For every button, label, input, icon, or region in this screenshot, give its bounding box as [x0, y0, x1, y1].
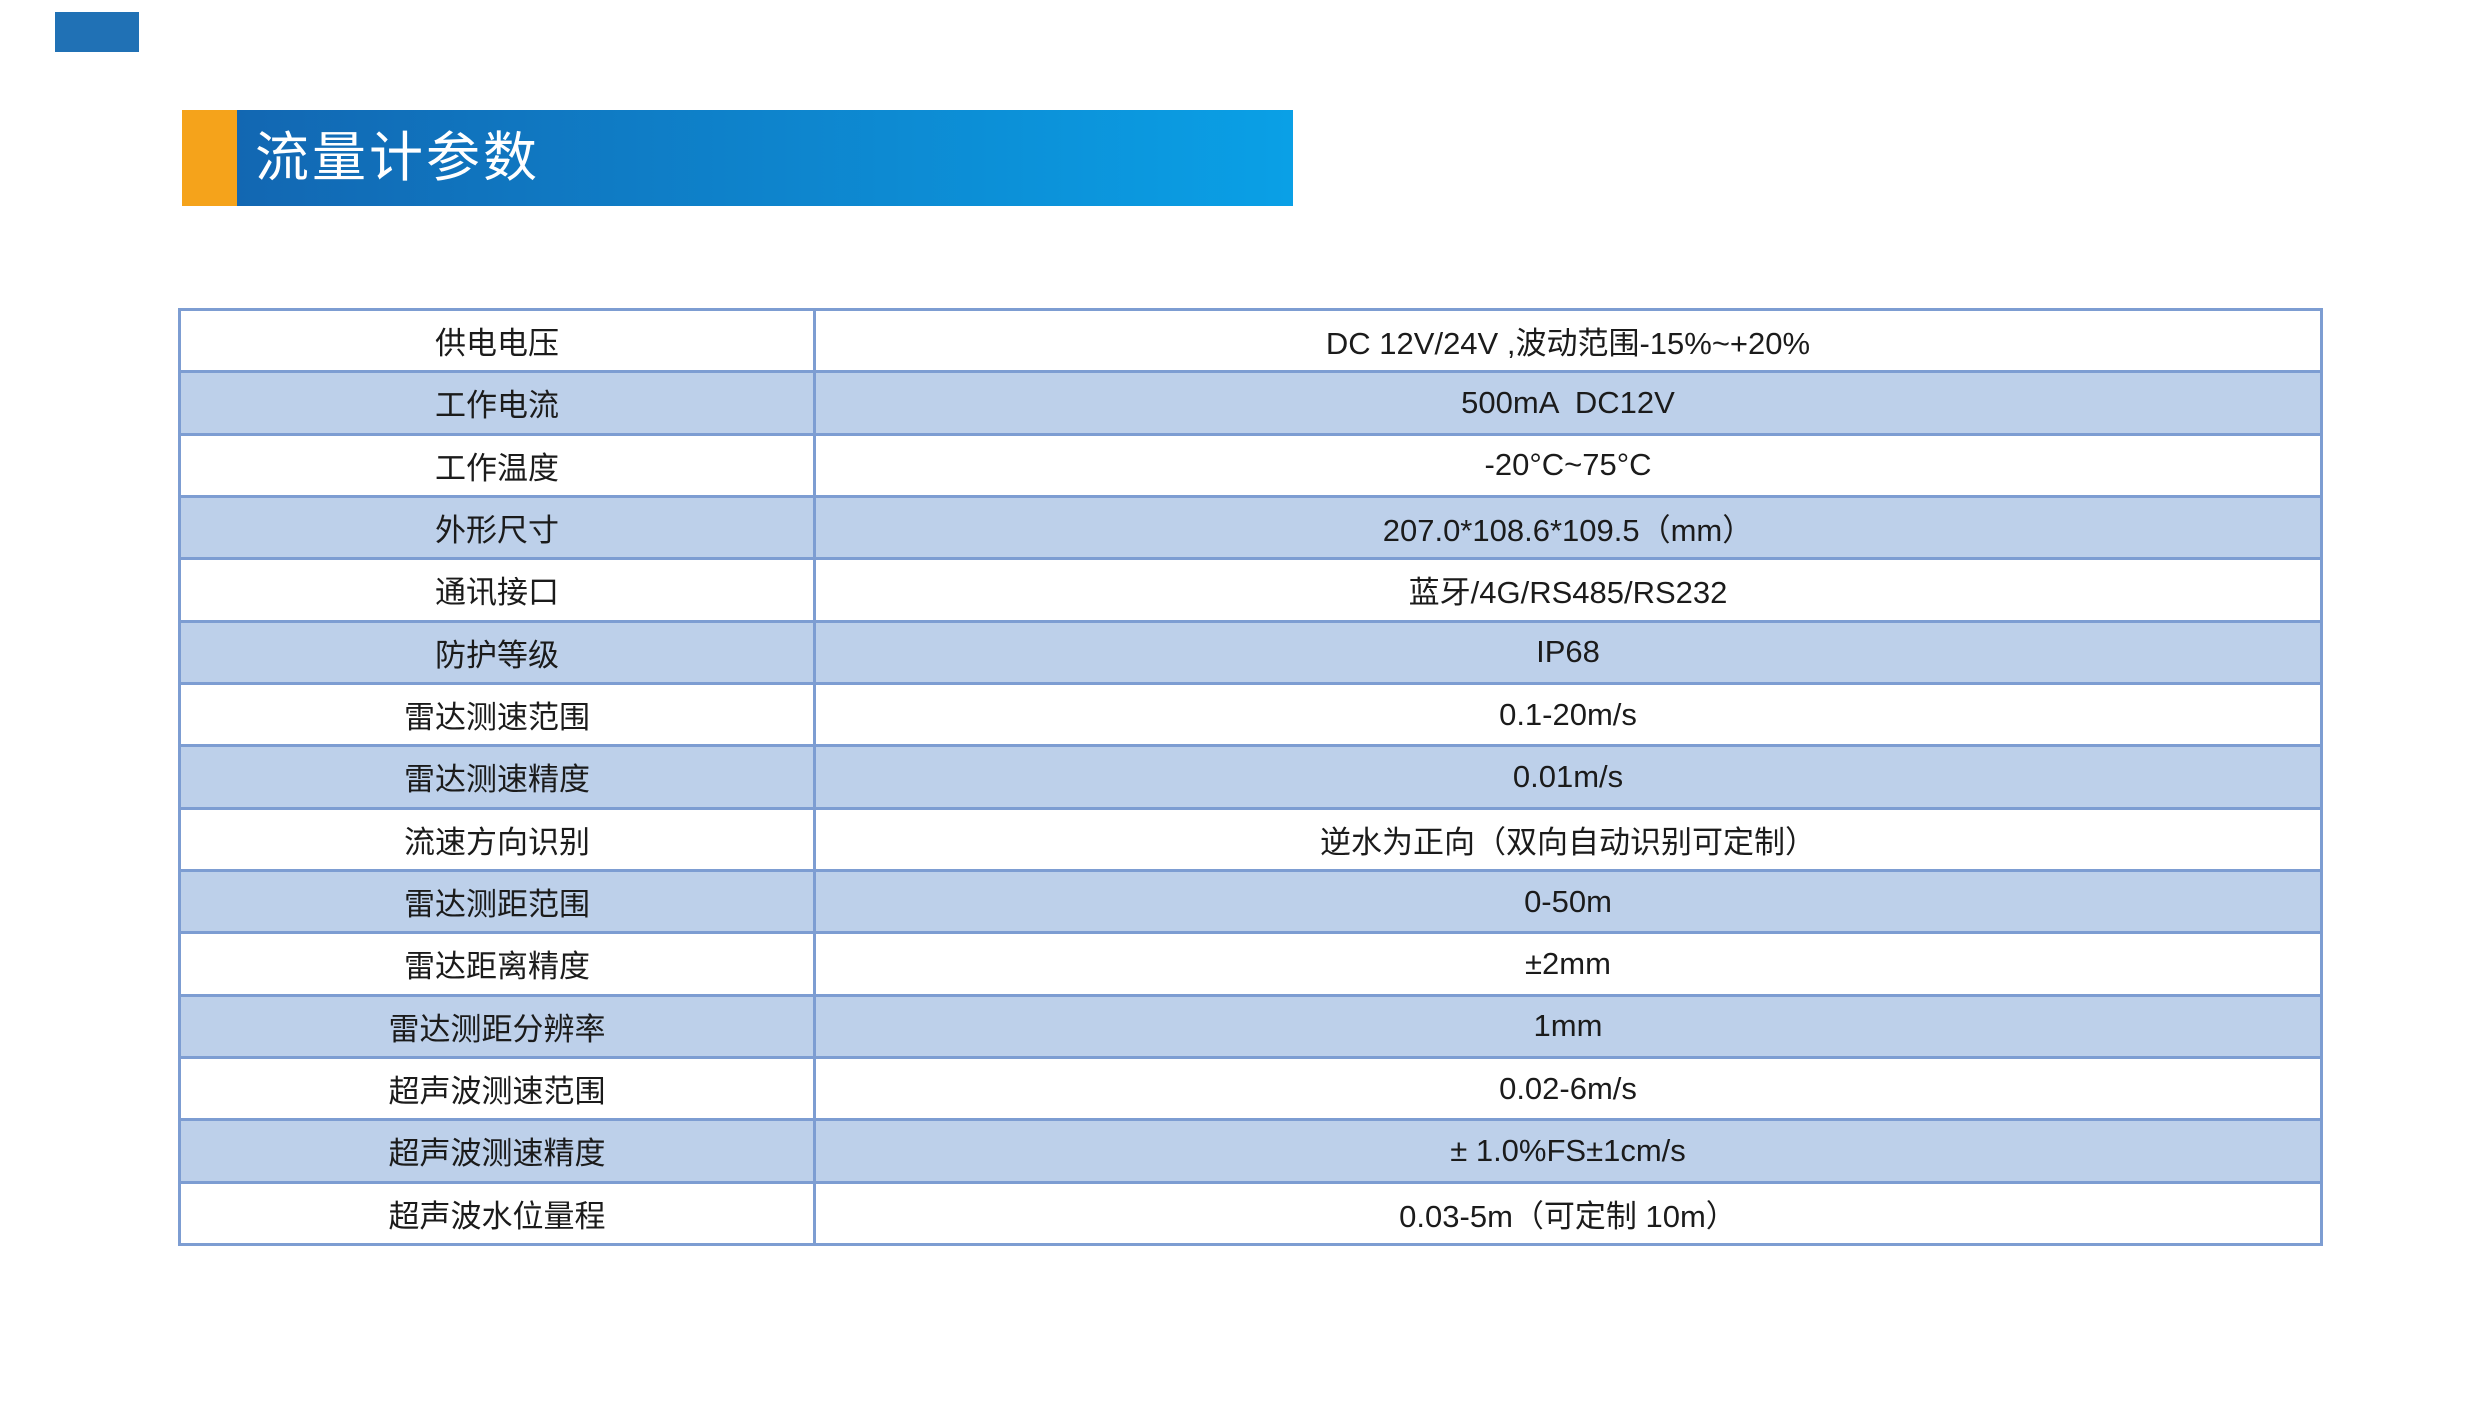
table-row: 超声波测速精度 ± 1.0%FS±1cm/s — [178, 1118, 2323, 1184]
table-row: 雷达距离精度 ±2mm — [178, 931, 2323, 997]
value-cell: -20°C~75°C — [813, 432, 2323, 498]
table-row: 雷达测距范围 0-50m — [178, 868, 2323, 935]
param-cell: 雷达测距范围 — [178, 868, 816, 935]
value-cell: ±2mm — [813, 931, 2323, 997]
value-cell: 0.1-20m/s — [813, 681, 2323, 748]
value-cell: IP68 — [813, 619, 2323, 685]
table-row: 防护等级 IP68 — [178, 619, 2323, 685]
spec-table: 供电电压 DC 12V/24V ,波动范围-15%~+20% 工作电流 500m… — [178, 307, 2323, 1247]
param-cell: 工作温度 — [178, 432, 816, 498]
value-cell: 0.02-6m/s — [813, 1055, 2323, 1122]
spec-table-body: 供电电压 DC 12V/24V ,波动范围-15%~+20% 工作电流 500m… — [178, 307, 2323, 1247]
param-cell: 防护等级 — [178, 619, 816, 685]
page-corner-mark — [55, 12, 139, 52]
header-accent-block — [182, 110, 237, 206]
param-cell: 通讯接口 — [178, 557, 816, 623]
value-cell: 逆水为正向（双向自动识别可定制） — [813, 806, 2323, 872]
value-cell: 207.0*108.6*109.5（mm） — [813, 494, 2323, 561]
value-cell: DC 12V/24V ,波动范围-15%~+20% — [813, 307, 2323, 374]
header-gradient-bar: 流量计参数 — [237, 110, 1293, 206]
table-row: 雷达测速范围 0.1-20m/s — [178, 681, 2323, 748]
value-cell: 500mA DC12V — [813, 370, 2323, 436]
table-row: 超声波测速范围 0.02-6m/s — [178, 1055, 2323, 1122]
param-cell: 供电电压 — [178, 307, 816, 374]
value-cell: ± 1.0%FS±1cm/s — [813, 1118, 2323, 1184]
param-cell: 超声波水位量程 — [178, 1180, 816, 1247]
table-row: 工作电流 500mA DC12V — [178, 370, 2323, 436]
param-cell: 雷达距离精度 — [178, 931, 816, 997]
value-cell: 0.01m/s — [813, 744, 2323, 810]
value-cell: 蓝牙/4G/RS485/RS232 — [813, 557, 2323, 623]
table-row: 通讯接口 蓝牙/4G/RS485/RS232 — [178, 557, 2323, 623]
table-row: 超声波水位量程 0.03-5m（可定制 10m） — [178, 1180, 2323, 1247]
section-header-banner: 流量计参数 — [182, 110, 1293, 206]
param-cell: 雷达测速范围 — [178, 681, 816, 748]
param-cell: 工作电流 — [178, 370, 816, 436]
value-cell: 1mm — [813, 993, 2323, 1059]
section-title: 流量计参数 — [255, 128, 540, 188]
value-cell: 0-50m — [813, 868, 2323, 935]
table-row: 雷达测距分辨率 1mm — [178, 993, 2323, 1059]
param-cell: 流速方向识别 — [178, 806, 816, 872]
param-cell: 超声波测速精度 — [178, 1118, 816, 1184]
table-row: 流速方向识别 逆水为正向（双向自动识别可定制） — [178, 806, 2323, 872]
table-row: 供电电压 DC 12V/24V ,波动范围-15%~+20% — [178, 307, 2323, 374]
param-cell: 外形尺寸 — [178, 494, 816, 561]
param-cell: 雷达测速精度 — [178, 744, 816, 810]
param-cell: 超声波测速范围 — [178, 1055, 816, 1122]
table-row: 雷达测速精度 0.01m/s — [178, 744, 2323, 810]
table-row: 工作温度 -20°C~75°C — [178, 432, 2323, 498]
param-cell: 雷达测距分辨率 — [178, 993, 816, 1059]
value-cell: 0.03-5m（可定制 10m） — [813, 1180, 2323, 1247]
table-row: 外形尺寸 207.0*108.6*109.5（mm） — [178, 494, 2323, 561]
